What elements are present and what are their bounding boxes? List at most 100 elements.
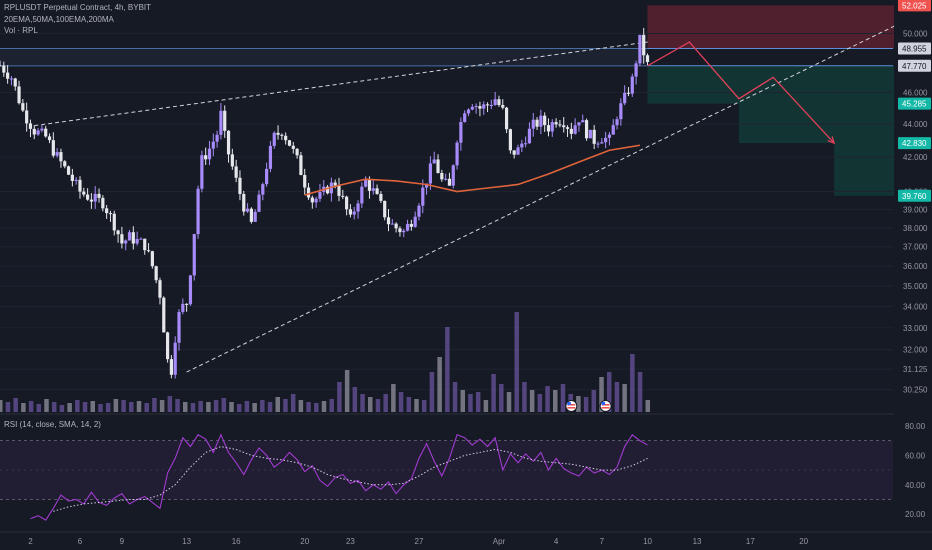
candle-body bbox=[51, 140, 55, 156]
volume-bar bbox=[36, 404, 42, 412]
volume-bar bbox=[167, 396, 173, 412]
candle-body bbox=[356, 203, 360, 212]
stop-zone-0[interactable] bbox=[647, 5, 932, 49]
candle-body bbox=[78, 179, 82, 192]
rsi-tick-label: 20.00 bbox=[905, 510, 926, 519]
time-tick-label: 13 bbox=[182, 537, 191, 546]
candle-body bbox=[573, 125, 577, 134]
candle-body bbox=[478, 106, 482, 109]
candle-body bbox=[93, 193, 97, 202]
volume-bar bbox=[321, 401, 327, 412]
candle-body bbox=[185, 303, 189, 305]
trendline-1[interactable] bbox=[186, 7, 932, 373]
volume-bar bbox=[545, 386, 550, 412]
candle-body bbox=[306, 187, 311, 198]
candle-body bbox=[204, 155, 208, 160]
volume-bar bbox=[75, 400, 80, 412]
candle-body bbox=[489, 104, 493, 106]
price-tick-label: 33.000 bbox=[903, 324, 928, 333]
candle-body bbox=[470, 106, 474, 110]
candles bbox=[0, 27, 650, 379]
candle-body bbox=[165, 332, 170, 360]
candle-body bbox=[504, 107, 509, 130]
trendline-0[interactable] bbox=[34, 41, 648, 127]
rsi-tick-label: 60.00 bbox=[905, 451, 926, 460]
volume-bar bbox=[630, 354, 635, 412]
price-badge-label: 42.830 bbox=[902, 139, 927, 148]
volume-bar bbox=[51, 402, 57, 412]
candle-body bbox=[455, 142, 459, 166]
candle-body bbox=[223, 110, 227, 131]
candle-body bbox=[512, 150, 516, 155]
target-zone-2[interactable] bbox=[738, 65, 835, 144]
candle-body bbox=[516, 147, 520, 155]
us-flag-icon[interactable] bbox=[565, 400, 578, 412]
candle-body bbox=[619, 103, 623, 120]
price-tick-label: 46.000 bbox=[903, 89, 928, 98]
candle-body bbox=[127, 232, 132, 241]
target-zone-1[interactable] bbox=[647, 65, 739, 104]
volume-bar bbox=[537, 394, 543, 412]
candle-body bbox=[371, 188, 375, 191]
volume-bar bbox=[290, 394, 296, 412]
time-axis[interactable]: 2 6 9 13 16 20 23 27 Apr 4 7 10 13 17 20 bbox=[0, 531, 932, 546]
candle-body bbox=[546, 125, 551, 132]
candle-body bbox=[345, 196, 349, 210]
us-flag-icon[interactable] bbox=[599, 400, 612, 412]
indicator-legend[interactable]: 20EMA,50MA,100EMA,200MA bbox=[4, 15, 114, 24]
flag-stripe bbox=[601, 407, 610, 409]
candle-body bbox=[303, 174, 307, 188]
candle-body bbox=[501, 105, 505, 108]
volume-legend[interactable]: Vol · RPL bbox=[4, 26, 38, 35]
volume-bar bbox=[499, 384, 504, 412]
candle-body bbox=[535, 119, 539, 127]
volume-bar bbox=[553, 390, 558, 412]
trendlines[interactable] bbox=[34, 7, 932, 373]
time-tick-label: 20 bbox=[300, 537, 309, 546]
rsi-legend[interactable]: RSI (14, close, SMA, 14, 2) bbox=[4, 420, 101, 429]
candle-body bbox=[17, 86, 21, 104]
projection-path[interactable] bbox=[647, 41, 836, 145]
volume-bar bbox=[522, 382, 527, 412]
price-badge-teal[interactable] bbox=[898, 97, 931, 110]
price-axis[interactable]: 30.250 31.125 32.000 33.000 34.000 35.000 36.0… bbox=[894, 0, 932, 550]
candle-body bbox=[447, 178, 452, 186]
volume-bar bbox=[59, 405, 65, 412]
price-badge-gray[interactable] bbox=[898, 59, 931, 72]
volume-bar bbox=[0, 400, 3, 412]
candle-body bbox=[386, 217, 391, 225]
candle-body bbox=[565, 127, 570, 129]
time-tick-label: Apr bbox=[493, 537, 506, 546]
candle-body bbox=[584, 120, 589, 139]
price-badge-teal[interactable] bbox=[898, 137, 931, 150]
volume-bar bbox=[452, 382, 458, 412]
price-badge-label: 47.770 bbox=[902, 62, 927, 71]
candle-body bbox=[192, 234, 196, 276]
candle-body bbox=[291, 145, 295, 149]
price-badge-teal[interactable] bbox=[898, 189, 931, 202]
event-markers[interactable] bbox=[565, 400, 612, 412]
candle-body bbox=[135, 238, 139, 244]
candle-body bbox=[272, 132, 276, 146]
candle-body bbox=[508, 129, 512, 151]
candle-body bbox=[238, 177, 242, 195]
price-tick-label: 38.000 bbox=[903, 224, 928, 233]
candle-body bbox=[211, 141, 215, 149]
candle-body bbox=[253, 211, 257, 222]
price-badge-label: 52.025 bbox=[902, 1, 927, 10]
candle-body bbox=[131, 232, 135, 244]
volume-bar bbox=[591, 390, 597, 412]
candle-body bbox=[268, 145, 273, 169]
price-badge-gray[interactable] bbox=[898, 42, 931, 55]
candle-body bbox=[74, 179, 78, 181]
candle-body bbox=[280, 134, 284, 136]
price-badge-red[interactable] bbox=[898, 0, 931, 12]
flag-stripe bbox=[567, 407, 576, 409]
candle-body bbox=[9, 78, 14, 80]
candle-body bbox=[638, 34, 642, 64]
flag-stripe bbox=[567, 404, 576, 406]
candle-body bbox=[25, 110, 29, 124]
projection-line[interactable] bbox=[647, 41, 835, 144]
volume-bar bbox=[637, 372, 643, 412]
